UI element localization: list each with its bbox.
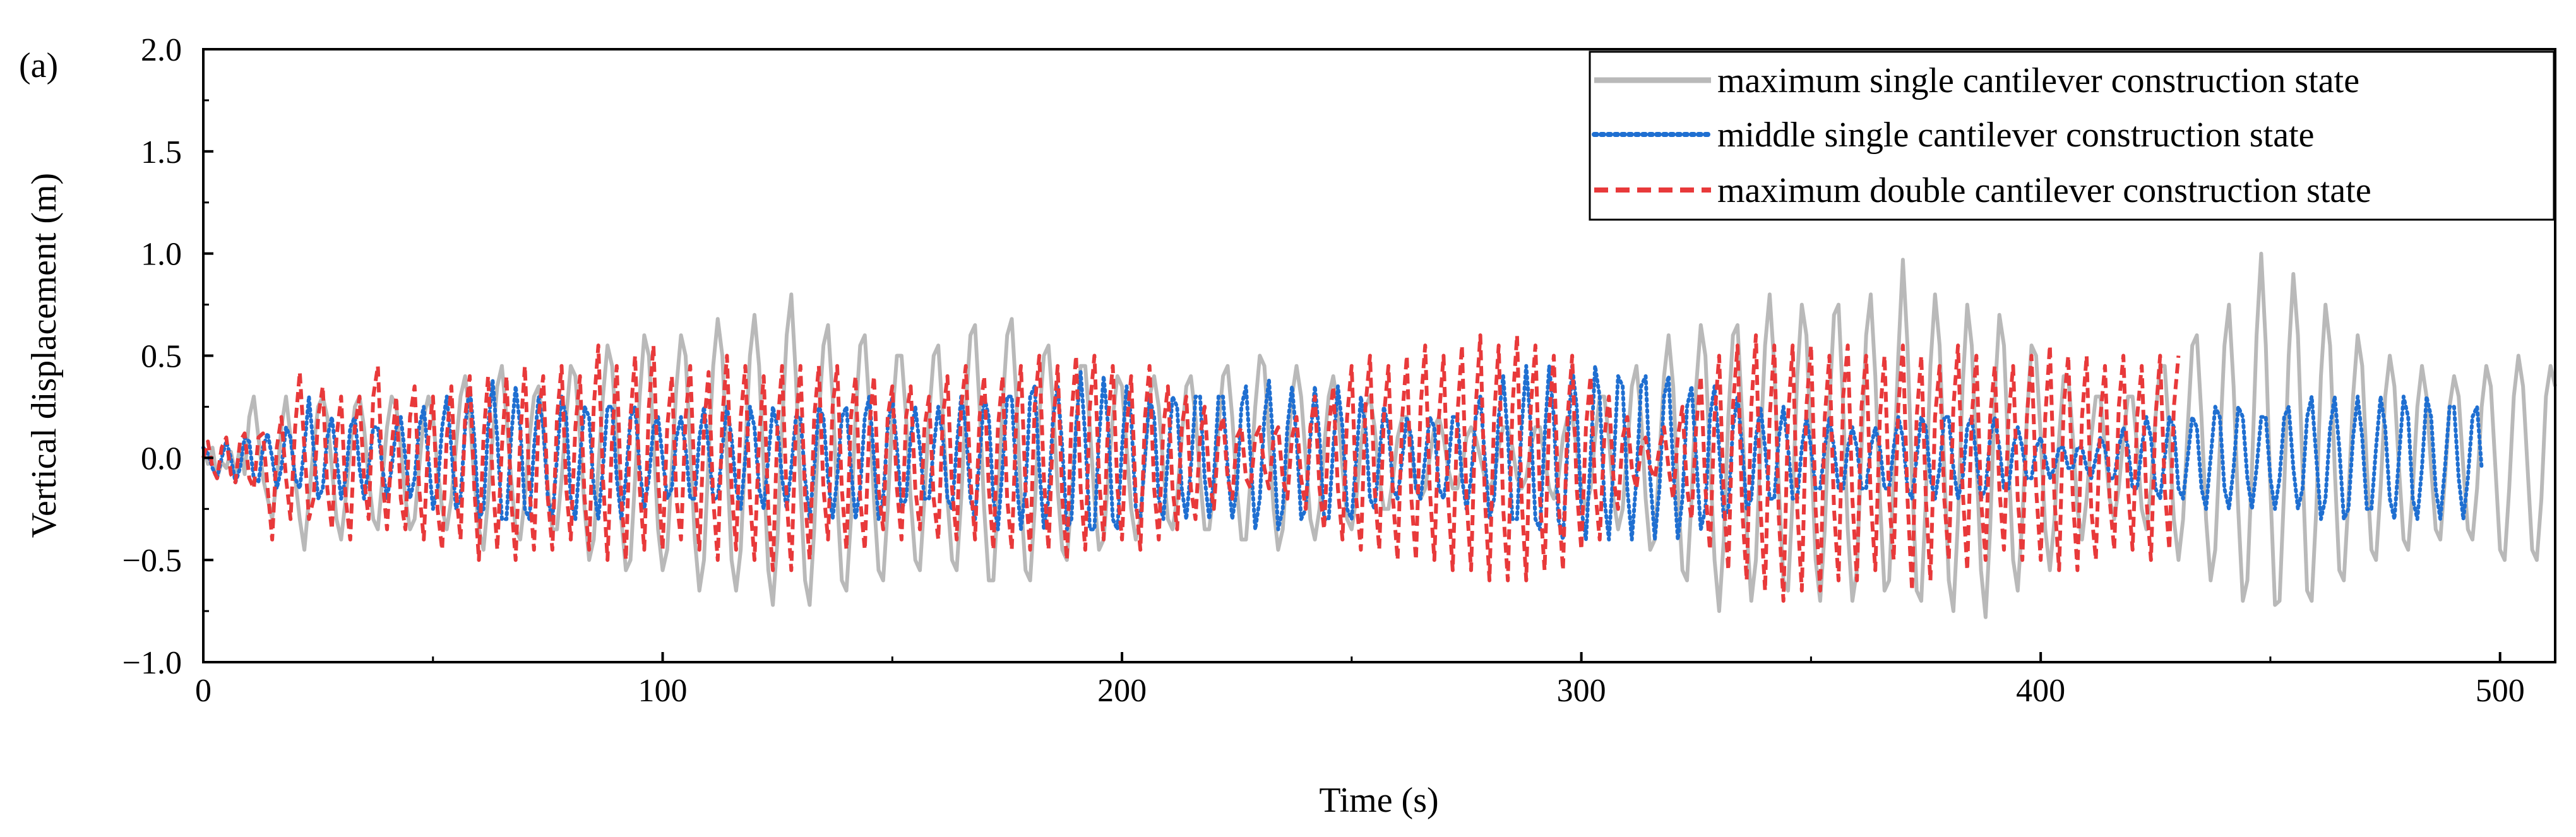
x-tick-label: 0	[195, 673, 212, 709]
ticks-layer: 0 100 200 300 400 500 −1.0 −0.5 0.0 0.5 1.0 1.5 2.0	[122, 32, 2525, 709]
legend-label-max-double: maximum double cantilever construction s…	[1717, 171, 2371, 210]
y-tick-label: 1.0	[141, 237, 182, 273]
legend-box	[1589, 50, 2555, 221]
x-tick-label: 300	[1557, 673, 1606, 709]
x-tick-label: 500	[2476, 673, 2525, 709]
y-tick-label: −0.5	[122, 543, 182, 579]
y-tick-label: 0.0	[141, 441, 182, 477]
legend-label-middle-single: middle single cantilever construction st…	[1717, 116, 2315, 155]
legend-label-max-single: maximum single cantilever construction s…	[1717, 61, 2359, 100]
x-tick-label: 200	[1097, 673, 1147, 709]
y-tick-label: 0.5	[141, 339, 182, 375]
panel-label: (a)	[19, 46, 58, 85]
y-tick-label: −1.0	[122, 645, 182, 681]
x-tick-label: 100	[638, 673, 688, 709]
x-axis-title: Time (s)	[1319, 781, 1438, 820]
series-layer	[201, 251, 2557, 619]
legend: maximum single cantilever construction s…	[1589, 50, 2555, 221]
x-tick-label: 400	[2016, 673, 2065, 709]
y-tick-label: 1.5	[141, 134, 182, 170]
y-tick-label: 2.0	[141, 32, 182, 68]
y-axis-title: Vertical displacement (m)	[25, 173, 64, 538]
series-max-double-cantilever	[201, 333, 2181, 603]
